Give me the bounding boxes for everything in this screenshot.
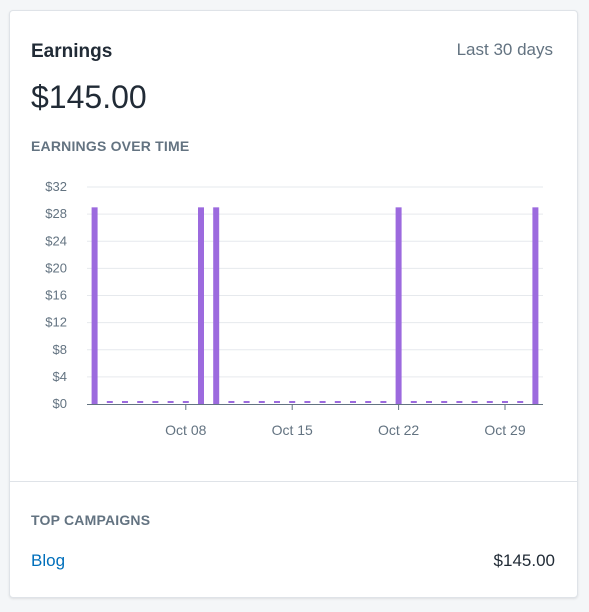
- chart-bar-zero: [182, 401, 189, 403]
- chart-bar-zero: [365, 401, 372, 403]
- campaign-link-blog[interactable]: Blog: [31, 551, 66, 570]
- chart-bar: [532, 207, 539, 404]
- chart-bar-zero: [167, 401, 174, 403]
- y-tick-label: $12: [45, 315, 67, 330]
- chart-bar: [198, 207, 204, 404]
- chart-bar-zero: [243, 401, 250, 403]
- chart-bar-zero: [502, 401, 508, 403]
- chart-bar-zero: [289, 401, 296, 403]
- chart-bar-zero: [228, 401, 235, 403]
- earnings-chart: $0 $4 $8 $12 $16 $20 $24 $28 $32 Oct 08 Oct 15 Oct…: [45, 179, 543, 438]
- chart-bar-zero: [106, 401, 113, 403]
- chart-bar-zero: [441, 401, 448, 403]
- top-campaigns-heading: TOP CAMPAIGNS: [31, 512, 151, 528]
- x-tick-label: Oct 15: [272, 422, 313, 438]
- chart-bar-zero: [380, 401, 387, 403]
- section-divider: [10, 481, 577, 482]
- y-tick-label: $32: [45, 179, 67, 194]
- earnings-card: Earnings Last 30 days $145.00 EARNINGS O…: [9, 10, 578, 598]
- chart-bar-zero: [410, 401, 417, 403]
- chart-bar-zero: [274, 401, 280, 403]
- card-title: Earnings: [31, 41, 113, 62]
- y-tick-label: $20: [45, 260, 67, 275]
- y-tick-label: $4: [53, 369, 67, 384]
- campaign-row: Blog $145.00: [31, 551, 555, 575]
- y-tick-label: $0: [53, 396, 67, 411]
- x-tick-label: Oct 29: [484, 422, 525, 438]
- date-range-label: Last 30 days: [456, 40, 553, 59]
- chart-bar-zero: [426, 401, 432, 403]
- chart-bar-zero: [319, 401, 326, 403]
- y-tick-label: $8: [53, 342, 67, 357]
- campaign-value: $145.00: [493, 551, 555, 570]
- chart-bar-zero: [137, 401, 144, 403]
- y-tick-label: $24: [45, 233, 67, 248]
- chart-bar: [395, 207, 402, 404]
- chart-bar-zero: [471, 401, 478, 403]
- chart-bar-zero: [517, 401, 524, 403]
- x-tick-label: Oct 22: [378, 422, 419, 438]
- chart-bar-zero: [152, 401, 159, 403]
- earnings-total: $145.00: [31, 79, 147, 115]
- chart-bar-zero: [122, 401, 128, 403]
- chart-bar-zero: [334, 401, 341, 403]
- x-tick-label: Oct 08: [165, 422, 206, 438]
- chart-bar-zero: [456, 401, 463, 403]
- chart-bar: [91, 207, 98, 404]
- chart-bar-zero: [486, 401, 493, 403]
- y-tick-label: $28: [45, 206, 67, 221]
- chart-bar-zero: [350, 401, 356, 403]
- y-tick-label: $16: [45, 288, 67, 303]
- chart-bar-zero: [258, 401, 265, 403]
- earnings-over-time-heading: EARNINGS OVER TIME: [31, 138, 190, 154]
- chart-bar: [213, 207, 220, 404]
- chart-bar-zero: [304, 401, 311, 403]
